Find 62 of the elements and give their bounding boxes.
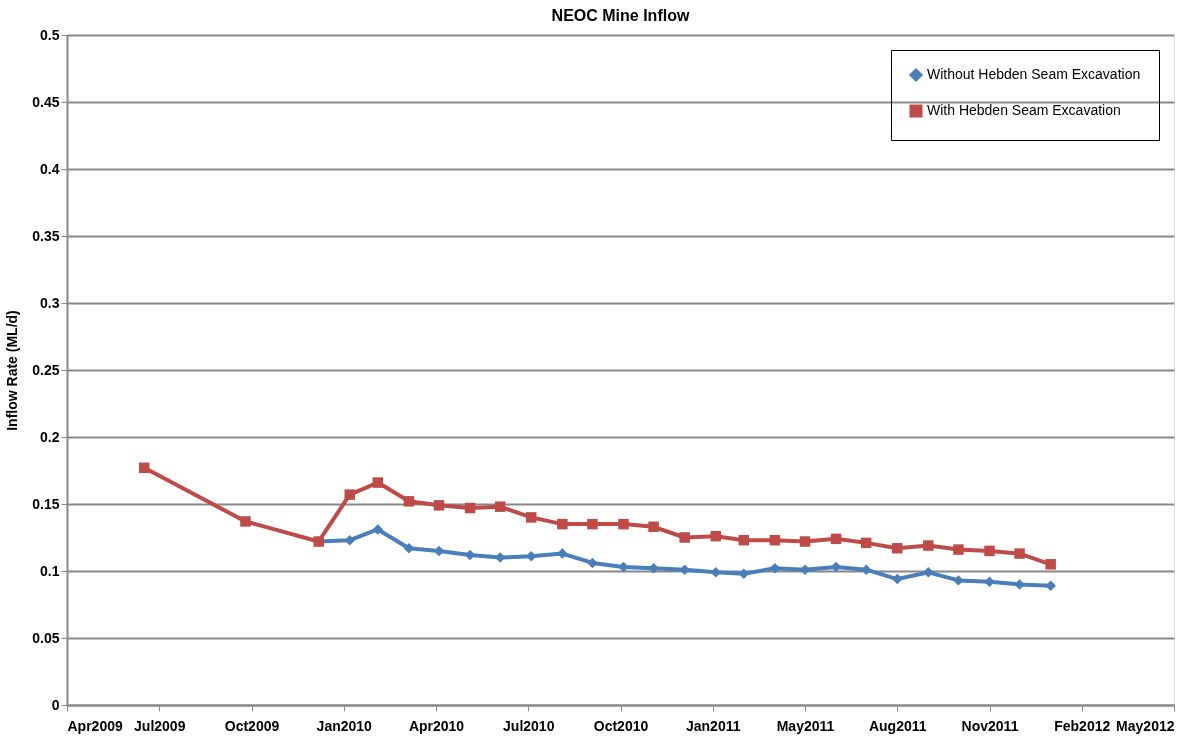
x-tick-label: Jul2010 [503,717,555,734]
point [769,534,781,546]
y-tick-label: 0.15 [32,495,60,512]
point [738,534,750,546]
y-tick-label: 0.05 [32,629,60,646]
x-tick-label: Nov2011 [961,717,1019,734]
y-tick-label: 0.45 [32,93,60,110]
point [403,496,415,507]
x-tick-label: Aug2011 [868,717,927,734]
point [679,532,690,543]
point [618,518,629,530]
point [892,542,903,554]
y-tick-label: 0 [51,696,60,713]
y-axis-title: Inflow Rate (ML/d) [4,310,21,431]
point [138,462,150,474]
point [799,536,811,547]
point [557,548,568,559]
x-tick-label: Jul2009 [134,717,186,734]
point [710,530,721,542]
point [860,537,872,549]
point [464,502,476,514]
legend-label: Without Hebden Seam Excavation [927,66,1141,82]
point [984,576,995,587]
y-tick-label: 0.3 [40,294,60,311]
x-tick-label: May2011 [776,717,835,734]
y-tick-label: 0.4 [40,160,60,177]
x-tick-label: May2012 [1116,717,1175,734]
point [587,518,598,530]
point [953,544,964,555]
point [648,521,659,533]
point [240,516,251,527]
x-tick-label: Apr2009 [67,717,123,734]
point [830,533,842,545]
x-tick-label: Jan2010 [316,717,373,734]
point [1045,559,1056,570]
x-tick-label: Oct2010 [593,717,649,734]
point [587,557,598,569]
point [618,561,629,573]
point [526,512,537,523]
legend-label: With Hebden Seam Excavation [927,102,1121,118]
y-tick-label: 0.25 [32,361,60,378]
point [984,545,995,557]
point [923,540,934,551]
y-tick-label: 0.2 [40,428,60,445]
point [372,477,384,488]
chart-title: NEOC Mine Inflow [551,7,690,24]
point [433,500,445,511]
point [1014,548,1025,559]
point [344,489,356,500]
y-tick-label: 0.1 [40,562,60,579]
point [494,501,506,512]
point [892,573,903,585]
x-tick-label: Apr2010 [408,717,465,734]
x-tick-label: Oct2009 [224,717,280,734]
point [557,518,568,530]
x-tick-label: Feb2012 [1054,717,1111,734]
y-tick-label: 0.35 [32,227,60,244]
x-tick-label: Jan2011 [686,717,741,734]
y-tick-label: 0.5 [40,26,60,43]
point [526,551,537,562]
point [372,524,384,535]
point [923,567,934,578]
